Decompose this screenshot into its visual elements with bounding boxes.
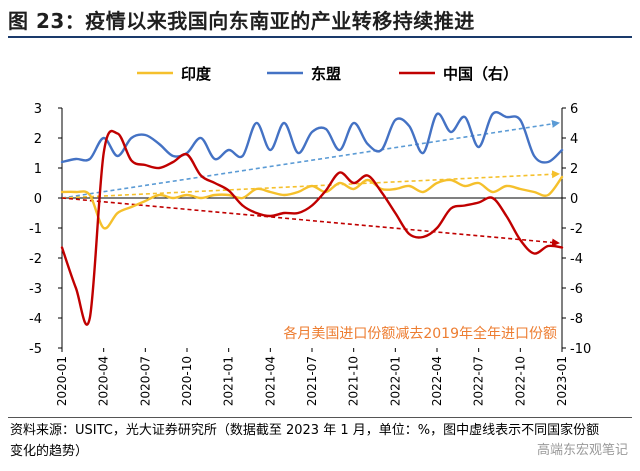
right-tick-label: -2 xyxy=(570,222,583,237)
left-tick-label: -5 xyxy=(29,342,42,357)
watermark-text: 高端东宏观笔记 xyxy=(536,443,628,458)
legend-label: 东盟 xyxy=(311,65,341,83)
x-tick-label: 2020-07 xyxy=(138,356,152,406)
x-tick-label: 2021-10 xyxy=(347,356,361,406)
right-tick-label: 4 xyxy=(570,132,578,147)
series-india-line xyxy=(60,175,564,230)
source-note: 资料来源：USITC，光大证券研究所（数据截至 2023 年 1 月，单位：%，… xyxy=(10,423,600,459)
legend-china: 中国（右） xyxy=(399,65,518,83)
left-tick-label: -2 xyxy=(29,252,42,267)
right-tick-label: -4 xyxy=(570,252,583,267)
left-tick-label: -3 xyxy=(29,282,42,297)
left-tick-label: 2 xyxy=(34,132,42,147)
x-tick-label: 2023-01 xyxy=(555,356,569,406)
right-tick-label: 0 xyxy=(570,192,578,207)
title-divider xyxy=(8,36,632,38)
right-tick-label: -10 xyxy=(570,342,591,357)
x-tick-label: 2020-01 xyxy=(55,356,69,406)
chart-title: 图 23：疫情以来我国向东南亚的产业转移持续推进 xyxy=(8,9,475,33)
left-tick-label: -1 xyxy=(29,222,42,237)
x-tick-label: 2022-07 xyxy=(472,356,486,406)
x-tick-label: 2022-10 xyxy=(513,356,527,406)
left-tick-label: 3 xyxy=(34,102,42,117)
series-china-line xyxy=(60,129,564,326)
x-tick-label: 2020-10 xyxy=(180,356,194,406)
left-tick-label: 0 xyxy=(34,192,42,207)
chart-annotation: 各月美国进口份额减去2019年全年进口份额 xyxy=(283,325,557,342)
legend-india: 印度 xyxy=(137,65,212,83)
right-tick-label: 2 xyxy=(570,162,578,177)
legend-label: 中国（右） xyxy=(443,65,518,83)
legend-label: 印度 xyxy=(181,65,212,83)
x-tick-label: 2021-07 xyxy=(305,356,319,406)
x-tick-label: 2021-01 xyxy=(222,356,236,406)
legend-asean: 东盟 xyxy=(267,65,341,83)
left-tick-label: 1 xyxy=(34,162,42,177)
x-tick-label: 2021-04 xyxy=(263,356,277,406)
x-tick-label: 2022-01 xyxy=(388,356,402,406)
footer-divider xyxy=(8,417,632,418)
trend-line xyxy=(61,197,560,247)
x-tick-label: 2020-04 xyxy=(97,356,111,406)
right-tick-label: 6 xyxy=(570,102,578,117)
right-tick-label: -6 xyxy=(570,282,583,297)
right-tick-label: -8 xyxy=(570,312,583,327)
x-tick-label: 2022-04 xyxy=(430,356,444,406)
left-tick-label: -4 xyxy=(29,312,42,327)
series-asean-line xyxy=(60,111,564,164)
